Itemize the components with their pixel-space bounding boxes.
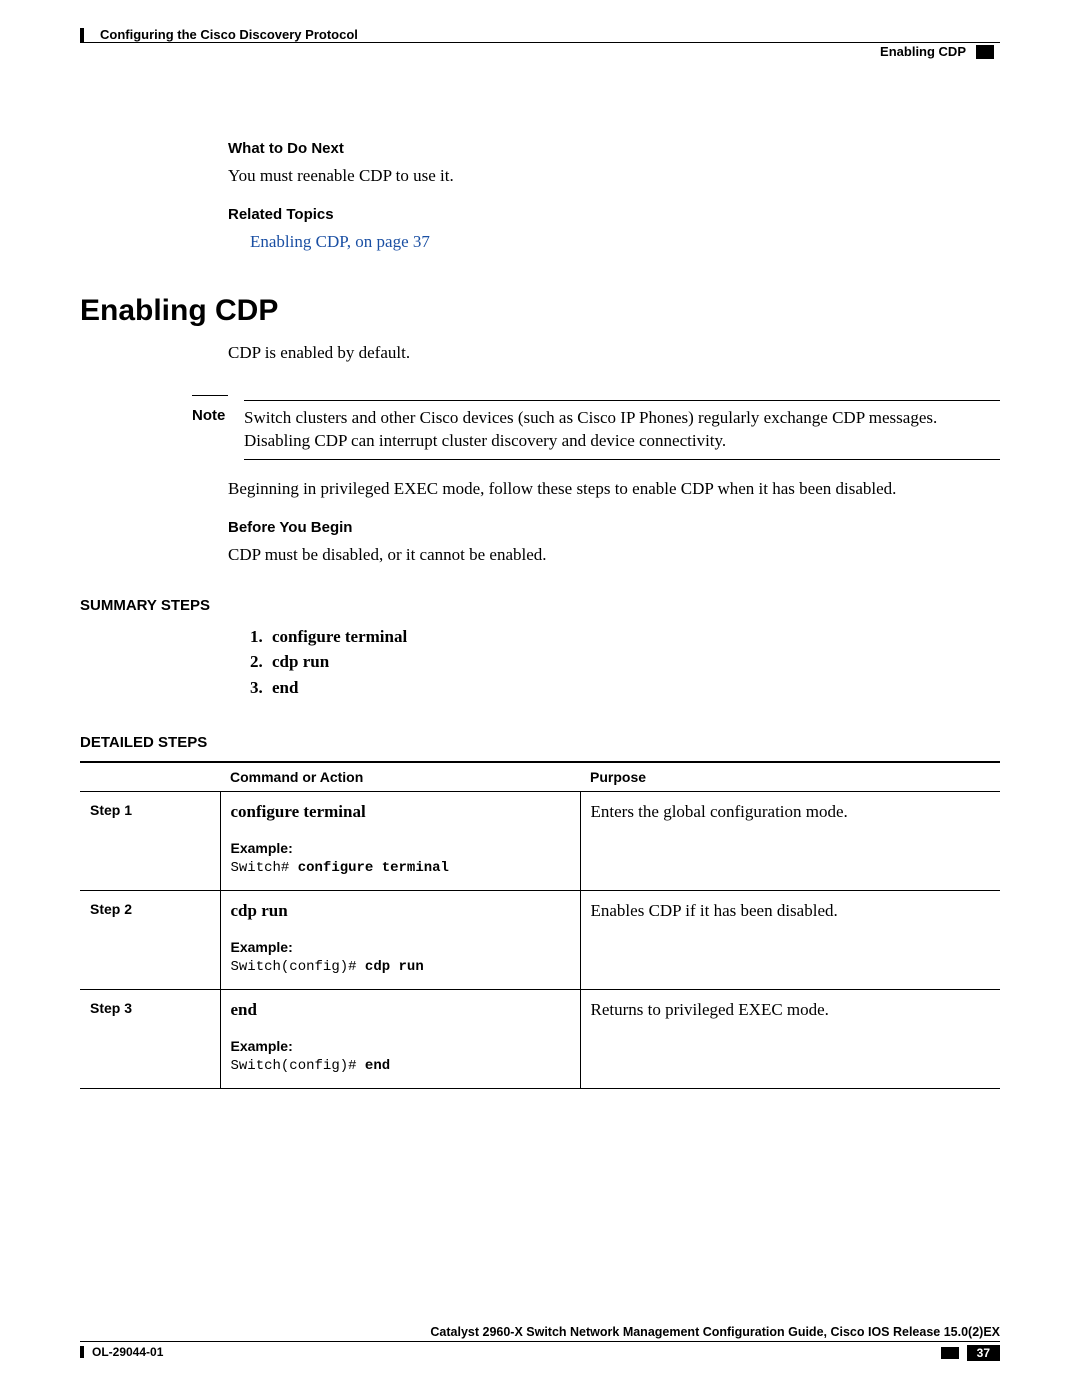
step-cell: Step 1: [80, 792, 220, 891]
step-cell: Step 2: [80, 891, 220, 990]
footer: Catalyst 2960-X Switch Network Managemen…: [80, 1325, 1000, 1361]
footer-page-number: 37: [967, 1345, 1000, 1361]
cli-cmd: end: [365, 1058, 390, 1074]
cli-prompt: Switch(config)#: [231, 959, 365, 975]
command-name: configure terminal: [231, 802, 570, 822]
command-cell: cdp run Example: Switch(config)# cdp run: [220, 891, 580, 990]
footer-left-marker: [80, 1346, 84, 1358]
example-label: Example:: [231, 939, 570, 955]
table-row: Step 2 cdp run Example: Switch(config)# …: [80, 891, 1000, 990]
note-rule-bottom: [244, 459, 1000, 460]
footer-doc-number: OL-29044-01: [92, 1345, 163, 1359]
table-row: Step 3 end Example: Switch(config)# end …: [80, 990, 1000, 1089]
cli-line: Switch(config)# cdp run: [231, 959, 570, 975]
table-header-purpose: Purpose: [580, 762, 1000, 792]
footer-rule: [80, 1341, 1000, 1342]
related-topics-link: Enabling CDP, on page 37: [228, 231, 1000, 254]
cli-cmd: cdp run: [365, 959, 424, 975]
summary-step-1-text: configure terminal: [272, 627, 407, 646]
cli-prompt: Switch(config)#: [231, 1058, 365, 1074]
table-row: Step 1 configure terminal Example: Switc…: [80, 792, 1000, 891]
table-header-row: Command or Action Purpose: [80, 762, 1000, 792]
related-topics-heading: Related Topics: [228, 206, 1000, 223]
command-cell: end Example: Switch(config)# end: [220, 990, 580, 1089]
table-header-command: Command or Action: [220, 762, 580, 792]
command-cell: configure terminal Example: Switch# conf…: [220, 792, 580, 891]
summary-step-2: 2.cdp run: [250, 649, 1000, 675]
detailed-steps-heading: DETAILED STEPS: [80, 734, 1000, 751]
summary-step-1: 1.configure terminal: [250, 624, 1000, 650]
summary-step-2-text: cdp run: [272, 652, 329, 671]
what-to-do-next-heading: What to Do Next: [228, 140, 1000, 157]
header-section-label: Enabling CDP: [880, 44, 966, 59]
header-chapter-title: Configuring the Cisco Discovery Protocol: [100, 27, 358, 42]
header-left-marker: [80, 28, 84, 42]
example-label: Example:: [231, 1038, 570, 1054]
step-cell: Step 3: [80, 990, 220, 1089]
note-label: Note: [192, 407, 244, 453]
footer-left: OL-29044-01: [80, 1345, 163, 1359]
footer-book-title: Catalyst 2960-X Switch Network Managemen…: [80, 1325, 1000, 1339]
command-name: end: [231, 1000, 570, 1020]
after-note-text: Beginning in privileged EXEC mode, follo…: [228, 478, 1000, 501]
footer-row: OL-29044-01 37: [80, 1345, 1000, 1361]
cli-line: Switch(config)# end: [231, 1058, 570, 1074]
note-block: Note Switch clusters and other Cisco dev…: [192, 395, 1000, 460]
purpose-cell: Enables CDP if it has been disabled.: [580, 891, 1000, 990]
header-rule: [80, 42, 1000, 43]
footer-right: 37: [941, 1345, 1000, 1361]
command-name: cdp run: [231, 901, 570, 921]
table-header-step: [80, 762, 220, 792]
summary-steps-list: 1.configure terminal 2.cdp run 3.end: [250, 624, 1000, 701]
summary-step-3: 3.end: [250, 675, 1000, 701]
purpose-cell: Enters the global configuration mode.: [580, 792, 1000, 891]
before-you-begin-text: CDP must be disabled, or it cannot be en…: [228, 544, 1000, 567]
summary-steps-heading: SUMMARY STEPS: [80, 597, 1000, 614]
example-label: Example:: [231, 840, 570, 856]
content: What to Do Next You must reenable CDP to…: [80, 140, 1000, 1089]
what-to-do-next-text: You must reenable CDP to use it.: [228, 165, 1000, 188]
note-top-tick: [192, 395, 228, 396]
section-intro-text: CDP is enabled by default.: [228, 342, 1000, 365]
cli-cmd: configure terminal: [298, 860, 449, 876]
footer-right-marker: [941, 1347, 959, 1359]
before-you-begin-heading: Before You Begin: [228, 519, 1000, 536]
note-text: Switch clusters and other Cisco devices …: [244, 407, 1000, 453]
summary-step-3-text: end: [272, 678, 298, 697]
cli-prompt: Switch#: [231, 860, 298, 876]
header-right-group: Enabling CDP: [880, 44, 1000, 59]
note-rule-top: [244, 400, 1000, 401]
enabling-cdp-link[interactable]: Enabling CDP, on page 37: [250, 232, 430, 251]
cli-line: Switch# configure terminal: [231, 860, 570, 876]
section-title-enabling-cdp: Enabling CDP: [80, 294, 1000, 328]
page: Configuring the Cisco Discovery Protocol…: [0, 0, 1080, 1397]
purpose-cell: Returns to privileged EXEC mode.: [580, 990, 1000, 1089]
header-right-block: [976, 45, 994, 59]
detailed-steps-table: Command or Action Purpose Step 1 configu…: [80, 761, 1000, 1089]
